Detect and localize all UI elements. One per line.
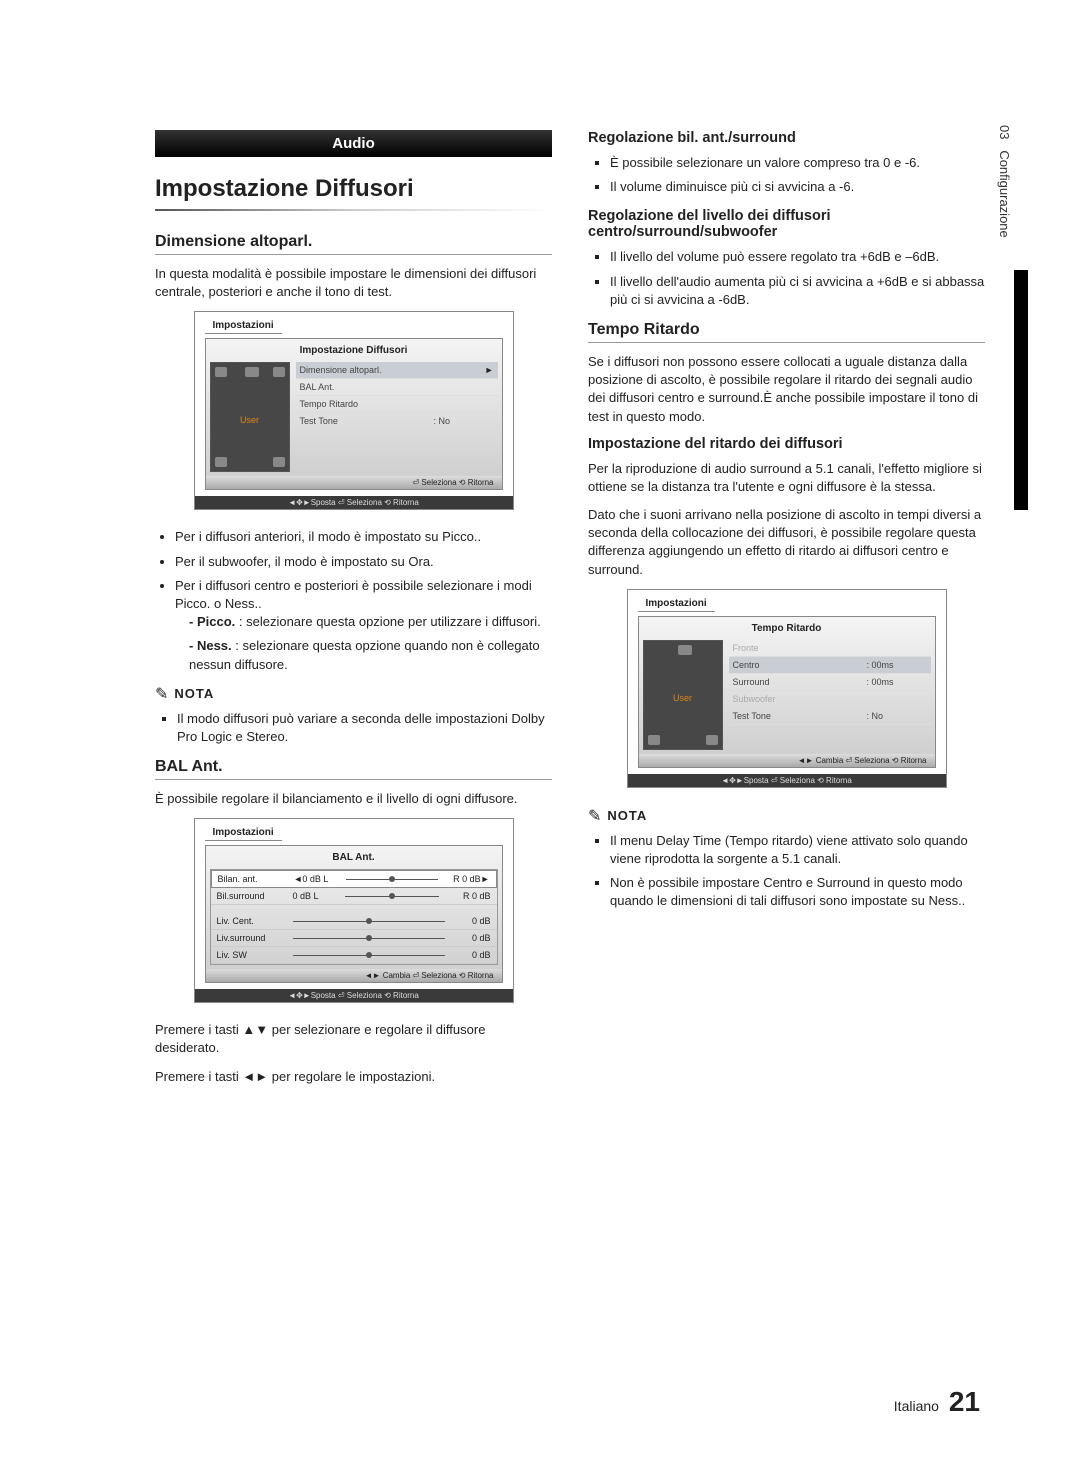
reg-b2: Il volume diminuisce più ci si avvicina … xyxy=(610,178,985,196)
reg-b1: È possibile selezionare un valore compre… xyxy=(610,154,985,172)
reg-heading: Regolazione bil. ant./surround xyxy=(588,130,985,146)
ui1-row-test: Test ToneNo xyxy=(296,413,498,430)
note-icon: ✎ xyxy=(588,806,601,826)
ui1-panel-title: Impostazione Diffusori xyxy=(206,343,502,358)
ui2-footer2: ◄✥►Sposta ⏎ Seleziona ⟲ Ritorna xyxy=(195,989,513,1002)
lvl-b1: Il livello del volume può essere regolat… xyxy=(610,248,985,266)
nota-2: ✎ NOTA xyxy=(588,806,985,826)
chapter-title: Configurazione xyxy=(997,150,1012,237)
ui2-row2: Bil.surround0 dB LR 0 dB xyxy=(211,888,497,905)
speaker-layout-icon: User xyxy=(643,640,723,750)
ui2-row5: Liv. SW0 dB xyxy=(211,947,497,964)
ui-settings-diffusori: Impostazioni Impostazione Diffusori User… xyxy=(194,311,514,510)
right-column: Regolazione bil. ant./surround È possibi… xyxy=(588,130,985,1096)
nota-label: NOTA xyxy=(607,808,647,823)
delay-heading: Impostazione del ritardo dei diffusori xyxy=(588,436,985,452)
delay-p1: Per la riproduzione di audio surround a … xyxy=(588,460,985,496)
ui1-row-tempo: Tempo Ritardo xyxy=(296,396,498,413)
ui3-footer1: ◄► Cambia ⏎ Seleziona ⟲ Ritorna xyxy=(639,754,935,767)
ui3-row4: Subwoofer xyxy=(729,691,931,708)
nota-label: NOTA xyxy=(174,686,214,701)
dim-bullet-3: Per i diffusori centro e posteriori è po… xyxy=(175,577,552,674)
speaker-layout-icon: User xyxy=(210,362,290,472)
ui-bal-ant: Impostazioni BAL Ant. Bilan. ant.◄0 dB L… xyxy=(194,818,514,1003)
dim-sub-1: Picco. : selezionare questa opzione per … xyxy=(189,613,552,631)
ui2-row3: Liv. Cent.0 dB xyxy=(211,913,497,930)
dim-heading: Dimensione altoparl. xyxy=(155,233,552,255)
chapter-number: 03 xyxy=(997,125,1012,139)
ui-tempo-ritardo: Impostazioni Tempo Ritardo User Fronte C… xyxy=(627,589,947,788)
lvl-heading: Regolazione del livello dei diffusori ce… xyxy=(588,208,985,240)
ui1-row-bal: BAL Ant. xyxy=(296,379,498,396)
ui1-footer2: ◄✥►Sposta ⏎ Seleziona ⟲ Ritorna xyxy=(195,496,513,509)
tempo-heading: Tempo Ritardo xyxy=(588,321,985,343)
chapter-vertical-label: 03 Configurazione xyxy=(997,125,1012,238)
dim-bullet-2: Per il subwoofer, il modo è impostato su… xyxy=(175,553,552,571)
dim-sub-2: Ness. : selezionare questa opzione quand… xyxy=(189,637,552,673)
delay-p2: Dato che i suoni arrivano nella posizion… xyxy=(588,506,985,579)
ui3-row1: Fronte xyxy=(729,640,931,657)
instr-2: Premere i tasti ◄► per regolare le impos… xyxy=(155,1068,552,1086)
title-underline xyxy=(155,209,552,211)
bal-heading: BAL Ant. xyxy=(155,758,552,780)
ui2-row1: Bilan. ant.◄0 dB LR 0 dB► xyxy=(211,870,497,888)
ui3-panel-title: Tempo Ritardo xyxy=(639,621,935,636)
nota-1: ✎ NOTA xyxy=(155,684,552,704)
ui3-row3: Surround00ms xyxy=(729,674,931,691)
page-number: 21 xyxy=(949,1386,980,1417)
ui3-footer2: ◄✥►Sposta ⏎ Seleziona ⟲ Ritorna xyxy=(628,774,946,787)
ui1-row-dim: Dimensione altoparl.► xyxy=(296,362,498,379)
left-column: Audio Impostazione Diffusori Dimensione … xyxy=(155,130,552,1096)
page-footer: Italiano 21 xyxy=(894,1386,980,1418)
user-label: User xyxy=(673,693,692,703)
audio-section-header: Audio xyxy=(155,130,552,157)
lvl-b2: Il livello dell'audio aumenta più ci si … xyxy=(610,273,985,309)
ui1-title: Impostazioni xyxy=(205,318,282,334)
page-title: Impostazione Diffusori xyxy=(155,175,552,203)
user-label: User xyxy=(240,415,259,425)
ui3-row5: Test ToneNo xyxy=(729,708,931,725)
ui3-row2: Centro00ms xyxy=(729,657,931,674)
instr-1: Premere i tasti ▲▼ per selezionare e reg… xyxy=(155,1021,552,1057)
ui2-title: Impostazioni xyxy=(205,825,282,841)
ui3-title: Impostazioni xyxy=(638,596,715,612)
bal-intro: È possibile regolare il bilanciamento e … xyxy=(155,790,552,808)
side-tab xyxy=(1014,270,1028,510)
ui2-footer1: ◄► Cambia ⏎ Seleziona ⟲ Ritorna xyxy=(206,969,502,982)
nota-2a: Il menu Delay Time (Tempo ritardo) viene… xyxy=(610,832,985,868)
note-icon: ✎ xyxy=(155,684,168,704)
nota-1-text: Il modo diffusori può variare a seconda … xyxy=(177,710,552,746)
lang-label: Italiano xyxy=(894,1398,939,1414)
ui1-footer1: ⏎ Seleziona ⟲ Ritorna xyxy=(206,476,502,489)
dim-bullet-1: Per i diffusori anteriori, il modo è imp… xyxy=(175,528,552,546)
ui2-row4: Liv.surround0 dB xyxy=(211,930,497,947)
tempo-p: Se i diffusori non possono essere colloc… xyxy=(588,353,985,426)
nota-2b: Non è possibile impostare Centro e Surro… xyxy=(610,874,985,910)
dim-intro: In questa modalità è possibile impostare… xyxy=(155,265,552,301)
ui2-panel-title: BAL Ant. xyxy=(206,850,502,865)
